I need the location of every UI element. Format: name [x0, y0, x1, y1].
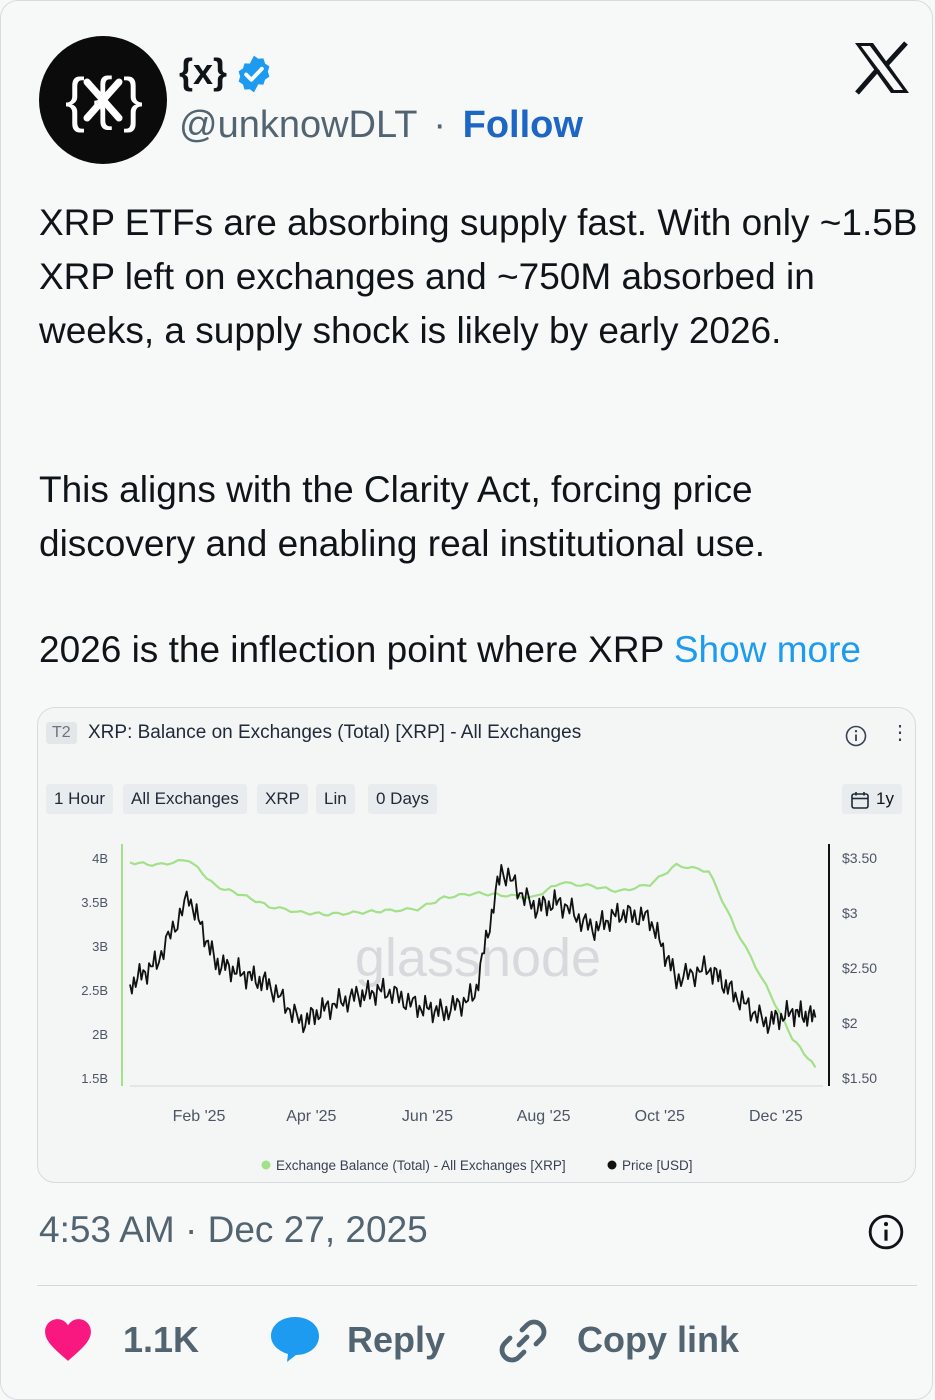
post-timestamp[interactable]: 4:53 AM · Dec 27, 2025 — [39, 1209, 428, 1250]
x-tick-label: Jun '25 — [402, 1108, 453, 1125]
y-left-tick-label: 1.5B — [81, 1071, 108, 1086]
divider — [37, 1285, 917, 1286]
y-left-tick-label: 3.5B — [81, 895, 108, 910]
y-right-tick-label: $2.50 — [842, 960, 877, 976]
reply-bubble-icon[interactable] — [269, 1315, 321, 1363]
filter-interval[interactable]: 1 Hour — [46, 784, 114, 814]
x-tick-label: Feb '25 — [173, 1108, 226, 1125]
svg-text:}: } — [123, 66, 143, 133]
y-left-tick-label: 4B — [92, 851, 108, 866]
avatar[interactable]: { { } — [39, 36, 167, 164]
show-more-link[interactable]: Show more — [673, 629, 862, 670]
author-name[interactable]: {x} — [179, 51, 228, 92]
author-handle[interactable]: @unknowDLT — [179, 104, 417, 146]
separator-dot: · — [433, 104, 447, 146]
x-tick-label: Aug '25 — [517, 1108, 571, 1125]
follow-button[interactable]: Follow — [462, 104, 583, 146]
legend-marker — [261, 1160, 271, 1170]
more-options-icon[interactable]: ⋮ — [890, 722, 910, 744]
chart-image[interactable]: T2 XRP: Balance on Exchanges (Total) [XR… — [37, 707, 916, 1183]
y-right-tick-label: $1.50 — [842, 1070, 877, 1086]
reply-button[interactable]: Reply — [347, 1319, 446, 1360]
y-right-tick-label: $2 — [842, 1015, 858, 1031]
range-selector[interactable]: 1y — [842, 784, 902, 814]
y-left-tick-label: 2B — [92, 1027, 108, 1042]
chart-title: XRP: Balance on Exchanges (Total) [XRP] … — [88, 722, 582, 743]
legend-label: Price [USD] — [622, 1158, 693, 1173]
exchange-balance-line — [129, 859, 817, 1068]
x-tick-label: Dec '25 — [749, 1108, 803, 1125]
filter-exchanges[interactable]: All Exchanges — [123, 784, 247, 814]
x-tick-label: Apr '25 — [286, 1108, 336, 1125]
post-paragraph-3-text: 2026 is the inflection point where XRP — [39, 629, 664, 670]
avatar-logo-icon: { { } — [65, 66, 143, 133]
post-paragraph-1: XRP ETFs are absorbing supply fast. With… — [39, 202, 918, 351]
filter-scale[interactable]: Lin — [316, 784, 355, 814]
post-paragraph-3: 2026 is the inflection point where XRP S… — [39, 623, 929, 677]
chart-plot: 4B 3.5B 3B 2.5B 2B 1.5B $3.50 $3 $2.50 $2 $1.50 F… — [81, 844, 877, 1173]
copy-link-button[interactable]: Copy link — [577, 1319, 740, 1360]
range-label: 1y — [876, 789, 894, 808]
handle-row: @unknowDLT · Follow — [179, 104, 583, 147]
price-line — [129, 864, 817, 1034]
legend-label: Exchange Balance (Total) - All Exchanges… — [276, 1158, 566, 1173]
y-right-tick-label: $3 — [842, 905, 858, 921]
filter-asset[interactable]: XRP — [257, 784, 308, 814]
calendar-icon — [851, 792, 869, 809]
y-left-tick-label: 2.5B — [81, 983, 108, 998]
y-right-tick-label: $3.50 — [842, 850, 877, 866]
post-text: XRP ETFs are absorbing supply fast. With… — [39, 196, 919, 358]
filter-window[interactable]: 0 Days — [368, 784, 437, 814]
post-paragraph-2: This aligns with the Clarity Act, forcin… — [39, 469, 766, 564]
like-count[interactable]: 1.1K — [123, 1319, 200, 1360]
tier-badge: T2 — [46, 722, 77, 744]
link-icon[interactable] — [498, 1317, 548, 1365]
verified-badge-icon — [238, 55, 270, 93]
watermark: glassnode — [355, 928, 601, 988]
x-tick-label: Oct '25 — [635, 1108, 685, 1125]
info-icon[interactable] — [844, 724, 868, 748]
svg-text:{: { — [65, 66, 85, 133]
timestamp-info-icon[interactable] — [867, 1213, 905, 1251]
heart-icon[interactable] — [43, 1317, 93, 1363]
x-logo-icon[interactable] — [853, 41, 911, 95]
legend-marker — [607, 1160, 617, 1170]
y-left-tick-label: 3B — [92, 939, 108, 954]
